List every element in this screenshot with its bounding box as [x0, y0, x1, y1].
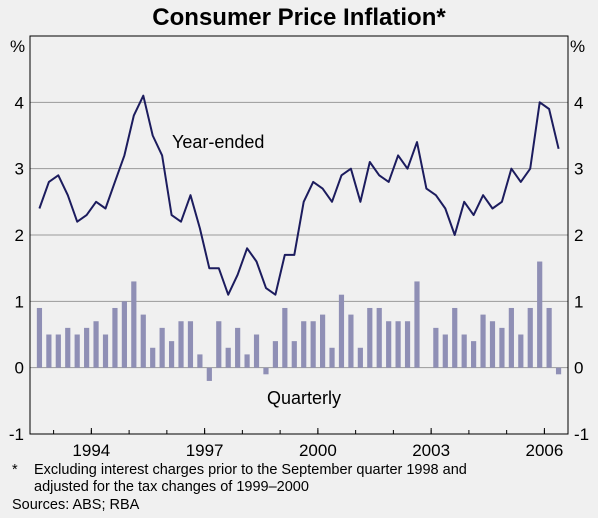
- footnote-marker: *: [12, 462, 18, 478]
- quarterly-bar: [499, 327, 505, 368]
- quarterly-bar: [84, 327, 90, 368]
- quarterly-bar: [131, 281, 137, 368]
- y-tick-label-right: -1: [574, 425, 589, 444]
- quarterly-bar: [140, 314, 146, 368]
- y-tick-label-right: 1: [574, 292, 583, 311]
- x-tick-label: 2006: [525, 441, 563, 460]
- quarterly-bar: [225, 347, 231, 368]
- quarterly-bar: [216, 321, 222, 368]
- footnote-text-1: Excluding interest charges prior to the …: [34, 462, 467, 478]
- quarterly-bar: [253, 334, 260, 368]
- quarterly-bar: [527, 307, 533, 368]
- quarterly-bar: [159, 327, 165, 368]
- quarterly-bar: [65, 327, 71, 368]
- quarterly-bars: [36, 261, 562, 381]
- quarterly-bar: [206, 367, 212, 381]
- y-tick-label-left: 1: [15, 292, 24, 311]
- quarterly-bar: [471, 341, 477, 368]
- quarterly-bar: [395, 321, 401, 368]
- quarterly-bar: [555, 367, 562, 375]
- quarterly-bar: [480, 314, 486, 368]
- quarterly-bar: [102, 334, 109, 368]
- right-unit-label: %: [570, 37, 585, 56]
- footnote-line-1: * Excluding interest charges prior to the…: [12, 462, 467, 479]
- footnote-line-2: adjusted for the tax changes of 1999–200…: [34, 479, 309, 495]
- quarterly-bar: [93, 321, 99, 368]
- quarterly-bar: [74, 334, 80, 368]
- quarterly-label: Quarterly: [267, 388, 341, 408]
- plot-frame: [29, 35, 569, 435]
- quarterly-bar: [244, 354, 250, 368]
- quarterly-bar: [546, 307, 552, 368]
- y-tick-label-right: 0: [574, 359, 583, 378]
- quarterly-bar: [197, 354, 203, 368]
- quarterly-bar: [338, 294, 345, 368]
- quarterly-bar: [442, 334, 448, 368]
- quarterly-bar: [235, 327, 241, 368]
- y-tick-label-left: -1: [9, 425, 24, 444]
- quarterly-bar: [404, 321, 411, 368]
- left-unit-label: %: [10, 37, 25, 56]
- quarterly-bar: [518, 334, 524, 368]
- quarterly-bar: [187, 321, 194, 368]
- quarterly-bar: [537, 261, 543, 368]
- quarterly-bar: [272, 341, 278, 368]
- quarterly-bar: [112, 307, 118, 368]
- x-tick-label: 2000: [299, 441, 337, 460]
- quarterly-bar: [414, 281, 420, 368]
- quarterly-bar: [329, 347, 335, 368]
- y-tick-label-left: 0: [15, 359, 24, 378]
- quarterly-bar: [263, 367, 269, 375]
- chart-title: Consumer Price Inflation*: [152, 4, 446, 31]
- x-axis-ticks: 1994 1997 2000 2003 2006: [53, 428, 563, 460]
- left-axis-ticks: -1 0 1 2 3 4: [9, 93, 24, 444]
- gridlines: [30, 101, 568, 369]
- quarterly-bar: [291, 341, 297, 368]
- quarterly-bar: [121, 301, 127, 368]
- quarterly-bar: [367, 307, 373, 368]
- y-tick-label-left: 3: [15, 160, 24, 179]
- y-tick-label-left: 2: [15, 226, 24, 245]
- x-tick-label: 2003: [412, 441, 450, 460]
- quarterly-bar: [376, 307, 382, 368]
- quarterly-bar: [55, 334, 61, 368]
- quarterly-bar: [452, 307, 458, 368]
- right-axis-ticks: -1 0 1 2 3 4: [574, 93, 589, 444]
- quarterly-bar: [357, 347, 363, 368]
- quarterly-bar: [508, 307, 514, 368]
- x-tick-label: 1994: [72, 441, 110, 460]
- y-tick-label-right: 2: [574, 226, 583, 245]
- quarterly-bar: [489, 321, 496, 368]
- y-tick-label-left: 4: [15, 93, 24, 112]
- y-tick-label-right: 4: [574, 93, 583, 112]
- y-tick-label-right: 3: [574, 160, 583, 179]
- quarterly-bar: [386, 321, 392, 368]
- quarterly-bar: [320, 314, 326, 368]
- quarterly-bar: [310, 321, 316, 368]
- quarterly-bar: [301, 321, 307, 368]
- quarterly-bar: [150, 347, 156, 368]
- quarterly-bar: [178, 321, 184, 368]
- quarterly-bar: [168, 341, 175, 368]
- quarterly-bar: [36, 307, 43, 368]
- x-tick-label: 1997: [186, 441, 224, 460]
- quarterly-bar: [282, 307, 288, 368]
- quarterly-bar: [433, 327, 439, 368]
- quarterly-bar: [46, 334, 52, 368]
- quarterly-bar: [461, 334, 467, 368]
- sources-line: Sources: ABS; RBA: [12, 497, 140, 513]
- quarterly-bar: [348, 314, 354, 368]
- year-ended-line: [38, 94, 560, 296]
- year-ended-label: Year-ended: [172, 132, 264, 152]
